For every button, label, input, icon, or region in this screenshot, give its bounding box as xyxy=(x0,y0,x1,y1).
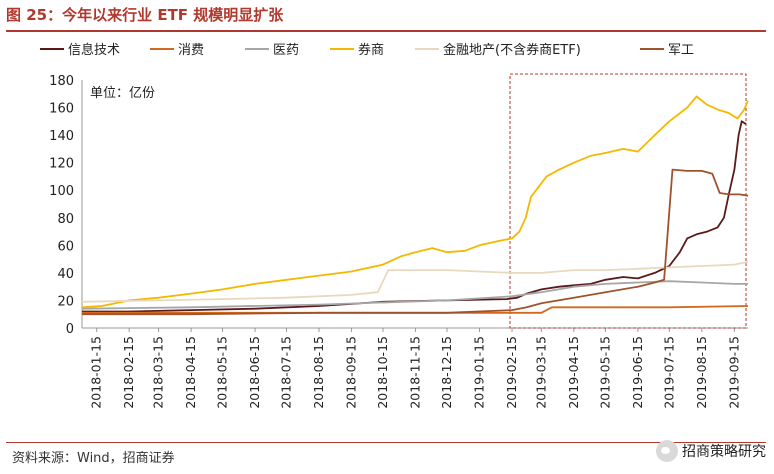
x-tick-label: 2019-03-15 xyxy=(533,336,548,409)
x-tick-label: 2018-11-15 xyxy=(408,336,423,409)
highlight-box xyxy=(509,73,747,329)
unit-label: 单位：亿份 xyxy=(90,86,155,101)
x-tick-label: 2018-06-15 xyxy=(247,336,262,409)
x-tick-label: 2018-07-15 xyxy=(279,336,294,409)
y-tick-label: 40 xyxy=(57,267,74,282)
y-tick-label: 60 xyxy=(57,239,74,254)
y-tick-label: 180 xyxy=(49,74,74,89)
x-tick-label: 2018-09-15 xyxy=(344,336,359,409)
x-tick-label: 2018-10-15 xyxy=(375,336,390,409)
x-tick-label: 2019-05-15 xyxy=(597,336,612,409)
x-tick-label: 2018-08-15 xyxy=(311,336,326,409)
y-tick-label: 0 xyxy=(66,322,74,337)
x-tick-label: 2018-02-15 xyxy=(121,336,136,409)
x-tick-label: 2018-12-15 xyxy=(439,336,454,409)
watermark-text: 招商策略研究 xyxy=(682,444,766,460)
x-tick-label: 2019-07-15 xyxy=(661,336,676,409)
legend-label: 金融地产(不含券商ETF) xyxy=(443,42,581,58)
y-tick-label: 160 xyxy=(49,102,74,117)
series-group xyxy=(81,95,749,316)
x-tick-label: 2019-04-15 xyxy=(566,336,581,409)
x-tick-label: 2018-01-15 xyxy=(89,336,104,409)
line-chart: 信息技术 消费 医药 券商 金融地产(不含券商ETF) 军工 单位：亿份 0 20 40 60 8… xyxy=(40,42,749,409)
footer-divider xyxy=(6,442,766,443)
x-tick-label: 2018-04-15 xyxy=(183,336,198,409)
series-line-军工 xyxy=(82,168,749,316)
series-line-金融地产(不含券商ETF) xyxy=(81,261,749,303)
x-tick-label: 2019-08-15 xyxy=(694,336,709,409)
series-line-医药 xyxy=(81,280,748,310)
title-divider xyxy=(6,30,766,32)
y-tick-label: 80 xyxy=(57,212,74,227)
x-tick-label: 2019-09-15 xyxy=(726,336,741,409)
legend-label: 消费 xyxy=(178,43,204,58)
x-tick-label: 2019-02-15 xyxy=(504,336,519,409)
legend: 信息技术 消费 医药 券商 金融地产(不含券商ETF) 军工 xyxy=(40,42,694,58)
series-line-券商 xyxy=(81,95,749,309)
x-tick-label: 2018-03-15 xyxy=(151,336,166,409)
legend-label: 军工 xyxy=(668,43,694,58)
source-note: 资料来源：Wind，招商证券 xyxy=(12,451,175,466)
x-tick-label: 2019-01-15 xyxy=(472,336,487,409)
x-axis: 2018-01-15 2018-02-15 2018-03-15 2018-04-15… xyxy=(82,327,748,409)
y-tick-label: 120 xyxy=(49,157,74,172)
y-axis: 0 20 40 60 80 100 120 140 160 180 xyxy=(49,74,83,337)
x-tick-label: 2019-06-15 xyxy=(630,336,645,409)
x-tick-label: 2018-05-15 xyxy=(215,336,230,409)
legend-label: 信息技术 xyxy=(68,42,120,58)
wechat-icon xyxy=(656,440,678,462)
watermark: 招商策略研究 xyxy=(656,440,766,462)
legend-label: 医药 xyxy=(273,43,299,58)
y-tick-label: 140 xyxy=(49,129,74,144)
chart-title: 图 25：今年以来行业 ETF 规模明显扩张 xyxy=(6,6,284,24)
legend-label: 券商 xyxy=(358,42,384,58)
y-tick-label: 100 xyxy=(49,184,74,199)
y-tick-label: 20 xyxy=(57,294,74,309)
